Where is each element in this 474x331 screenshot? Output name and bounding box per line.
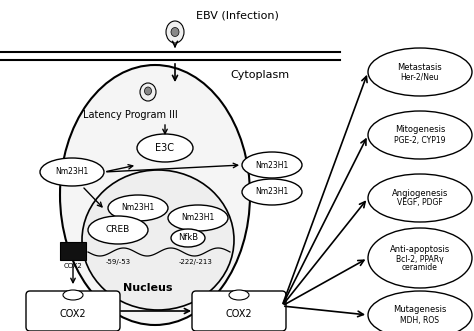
Text: Nm23H1: Nm23H1 — [255, 161, 289, 169]
Ellipse shape — [137, 134, 193, 162]
Ellipse shape — [242, 179, 302, 205]
Ellipse shape — [171, 229, 205, 247]
Ellipse shape — [40, 158, 104, 186]
Ellipse shape — [60, 65, 250, 325]
FancyBboxPatch shape — [26, 291, 120, 331]
Bar — [60, 242, 86, 260]
Text: -59/-53: -59/-53 — [105, 259, 130, 265]
Text: Nm23H1: Nm23H1 — [255, 187, 289, 197]
Text: Nucleus: Nucleus — [123, 283, 173, 293]
Text: Cytoplasm: Cytoplasm — [230, 70, 290, 80]
Text: COX2: COX2 — [226, 309, 252, 319]
Text: Metastasis: Metastasis — [398, 63, 442, 71]
Ellipse shape — [168, 205, 228, 231]
Ellipse shape — [166, 21, 184, 43]
Ellipse shape — [171, 27, 179, 36]
Ellipse shape — [368, 111, 472, 159]
Text: Bcl-2, PPARγ: Bcl-2, PPARγ — [396, 255, 444, 263]
Text: E3C: E3C — [155, 143, 174, 153]
Text: ceramide: ceramide — [402, 263, 438, 272]
Text: NfkB: NfkB — [178, 233, 198, 243]
Ellipse shape — [63, 290, 83, 300]
Ellipse shape — [140, 83, 156, 101]
Text: Latency Program III: Latency Program III — [82, 110, 177, 120]
Text: Nm23H1: Nm23H1 — [55, 167, 89, 176]
Text: MDH, ROS: MDH, ROS — [401, 315, 439, 324]
Ellipse shape — [368, 291, 472, 331]
Ellipse shape — [145, 87, 152, 95]
Text: COX2: COX2 — [64, 263, 82, 269]
Ellipse shape — [242, 152, 302, 178]
Ellipse shape — [368, 174, 472, 222]
Text: -222/-213: -222/-213 — [179, 259, 213, 265]
Text: Mutagenesis: Mutagenesis — [393, 306, 447, 314]
Ellipse shape — [88, 216, 148, 244]
FancyBboxPatch shape — [192, 291, 286, 331]
Text: Nm23H1: Nm23H1 — [121, 204, 155, 213]
Text: Her-2/Neu: Her-2/Neu — [401, 72, 439, 81]
Ellipse shape — [368, 228, 472, 288]
Ellipse shape — [368, 48, 472, 96]
Ellipse shape — [229, 290, 249, 300]
Text: VEGF, PDGF: VEGF, PDGF — [397, 199, 443, 208]
Text: EBV (Infection): EBV (Infection) — [196, 10, 278, 20]
Text: Nm23H1: Nm23H1 — [182, 213, 215, 222]
Text: COX2: COX2 — [60, 309, 86, 319]
Text: Angiogenesis: Angiogenesis — [392, 188, 448, 198]
Text: Mitogenesis: Mitogenesis — [395, 125, 445, 134]
Text: CREB: CREB — [106, 225, 130, 234]
Text: PGE-2, CYP19: PGE-2, CYP19 — [394, 135, 446, 145]
Ellipse shape — [108, 195, 168, 221]
Text: Anti-apoptosis: Anti-apoptosis — [390, 245, 450, 254]
Ellipse shape — [82, 170, 234, 310]
